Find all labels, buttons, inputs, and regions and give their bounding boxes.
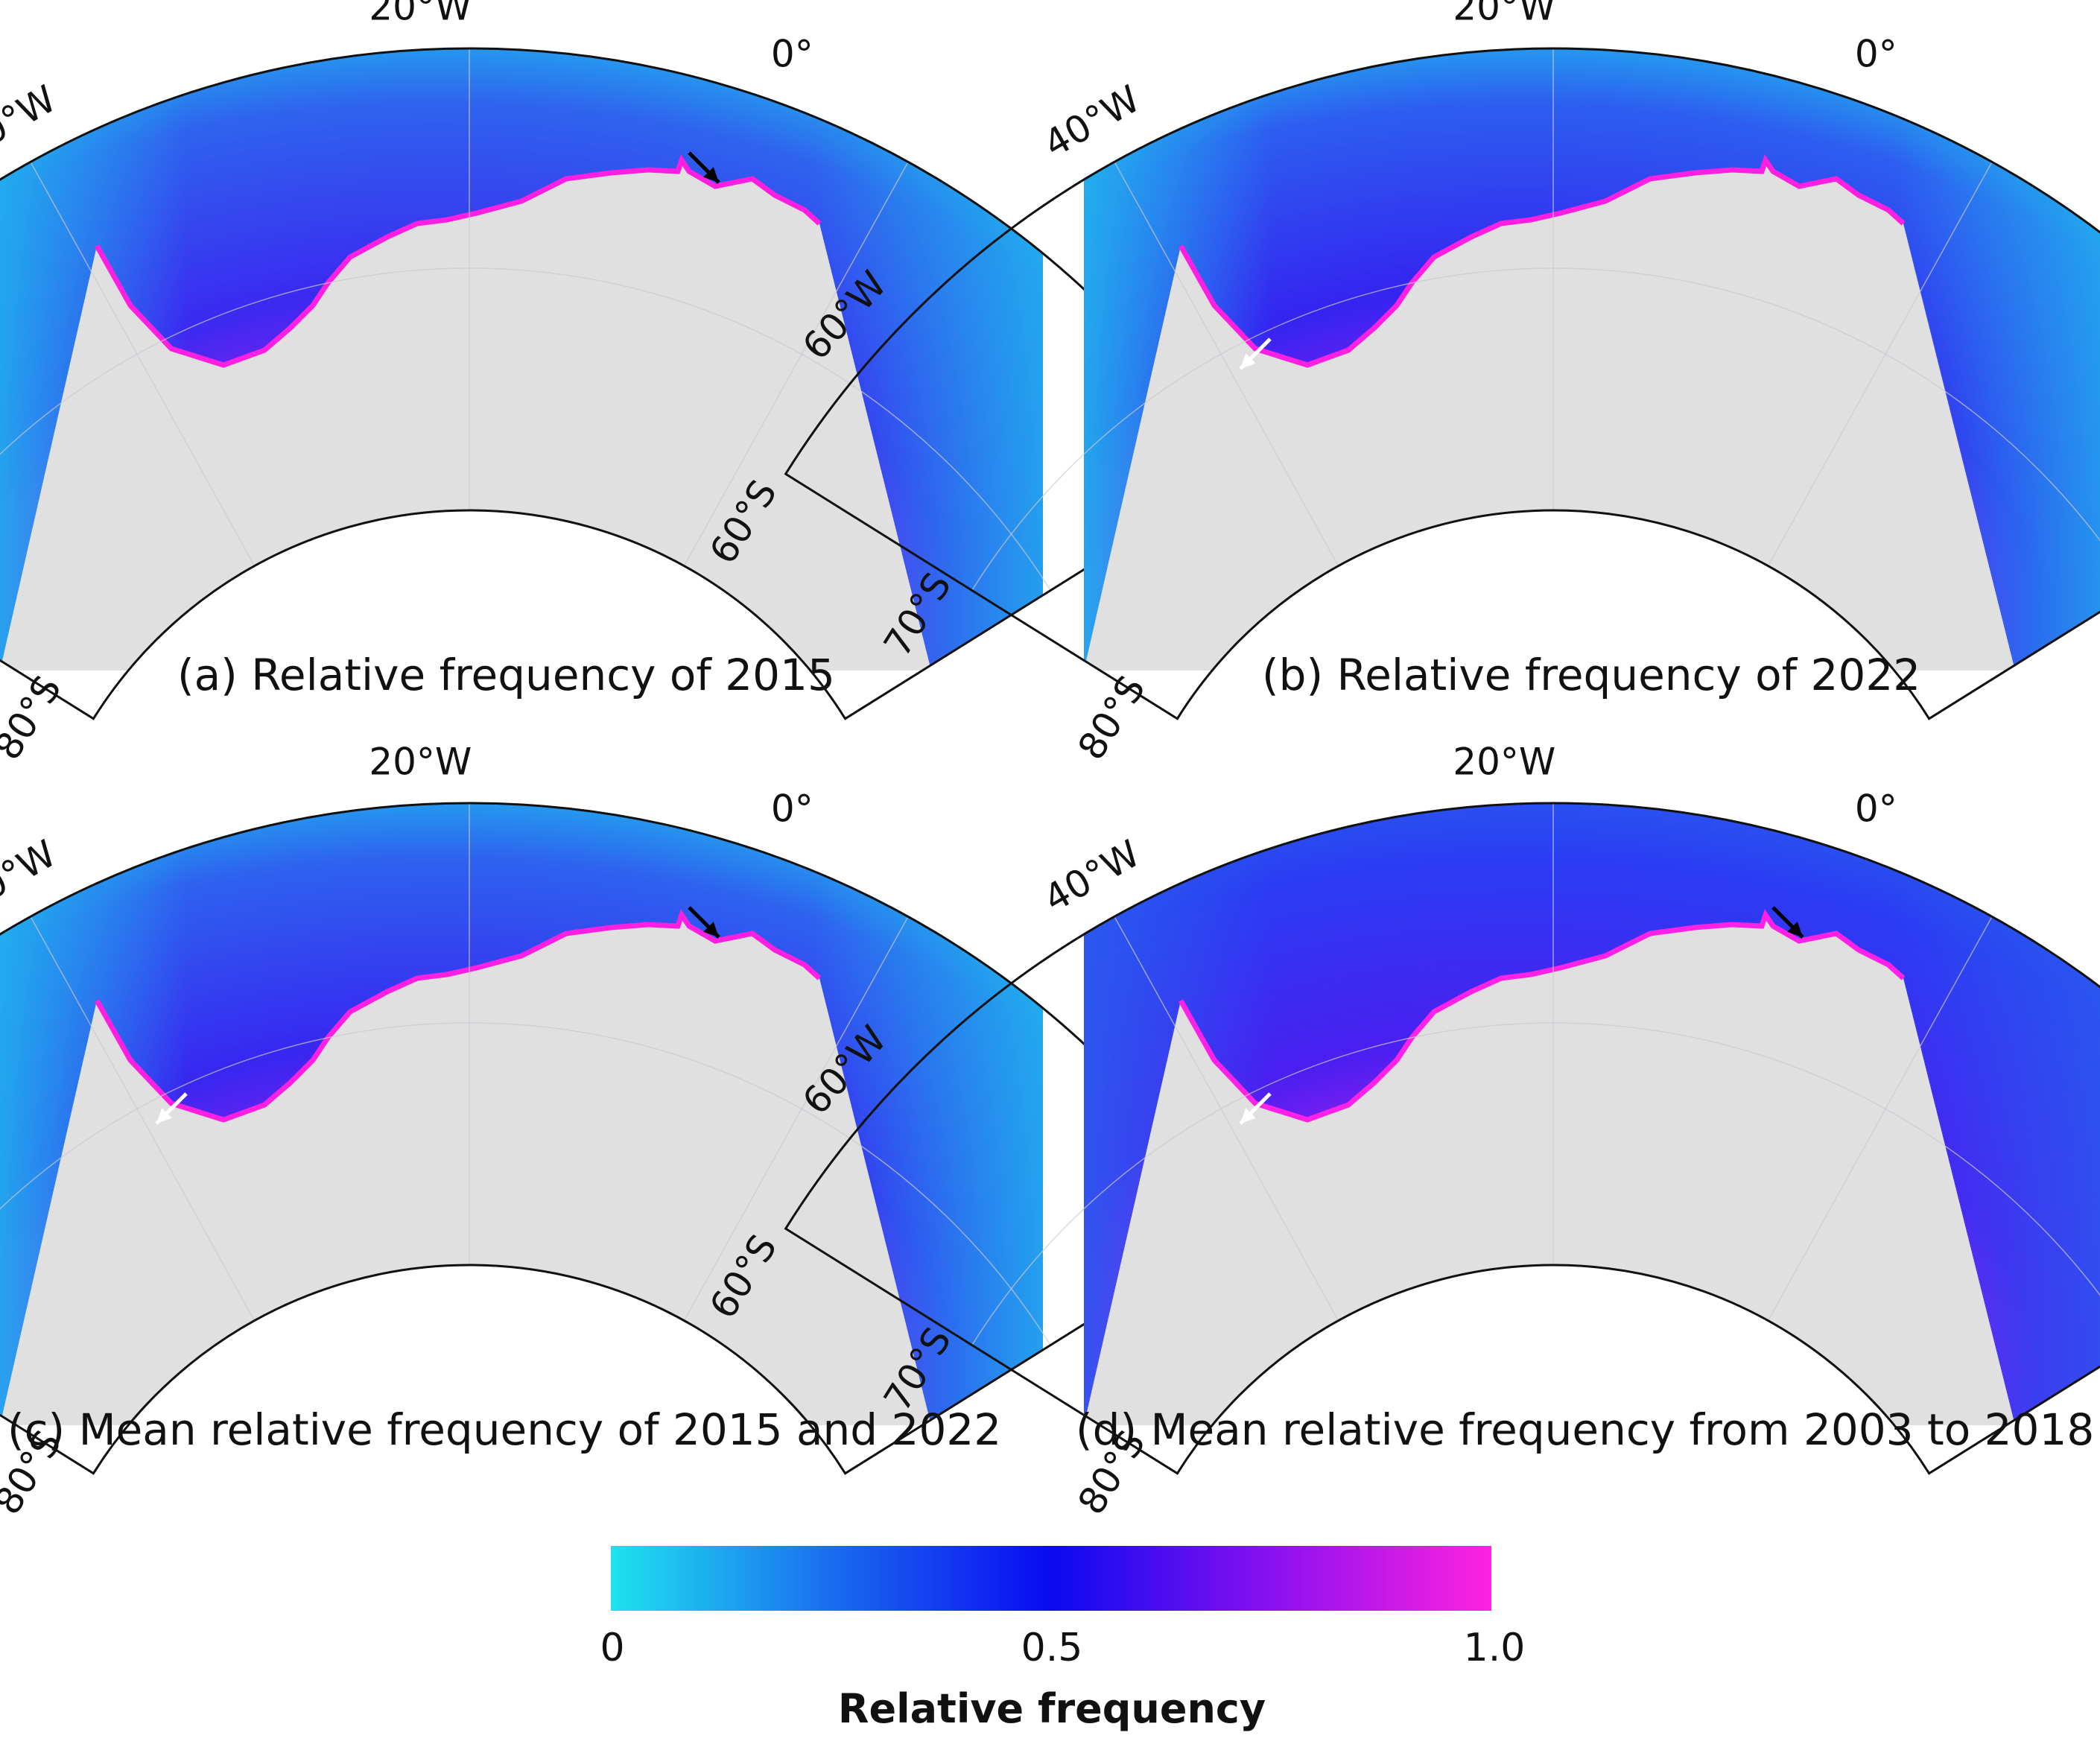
annotation-arrowhead-white xyxy=(1240,353,1256,369)
lon-label-3: 0° xyxy=(771,787,813,830)
lon-label-2: 20°W xyxy=(369,0,472,29)
graticule-meridian-2 xyxy=(1767,161,1993,566)
coastline xyxy=(94,154,822,368)
lat-label-2: 80°S xyxy=(1070,668,1154,767)
lon-label-2: 20°W xyxy=(1453,0,1555,29)
lon-label-3: 0° xyxy=(1855,32,1897,75)
map-frame xyxy=(784,47,2100,720)
annotation-arrowhead-black xyxy=(703,167,719,183)
lon-label-2: 20°W xyxy=(1453,741,1555,784)
antarctica-land xyxy=(0,915,931,1425)
annotation-arrowhead-black xyxy=(1787,922,1803,937)
panel-a-caption: (a) Relative frequency of 2015 xyxy=(177,650,835,700)
graticule-meridian-2 xyxy=(1767,916,1993,1321)
panel-b-caption: (b) Relative frequency of 2022 xyxy=(1262,650,1921,700)
antarctica-land xyxy=(1084,915,2015,1425)
lat-label-2: 80°S xyxy=(0,668,70,767)
graticule-meridian-0 xyxy=(30,161,256,566)
annotation-arrowhead-black xyxy=(703,922,719,937)
coastline xyxy=(94,909,822,1123)
colorbar-gradient xyxy=(611,1546,1491,1611)
graticule-meridian-0 xyxy=(1114,916,1339,1321)
panel-d-caption: (d) Mean relative frequency from 2003 to… xyxy=(1076,1404,2095,1455)
antarctica-land xyxy=(0,160,931,671)
annotation-arrowhead-white xyxy=(1240,1108,1256,1123)
colorbar xyxy=(611,1546,1491,1611)
map-frame xyxy=(784,802,2100,1475)
coastline xyxy=(1178,154,1906,368)
panel-c-caption: (c) Mean relative frequency of 2015 and … xyxy=(7,1404,1002,1455)
lon-label-2: 20°W xyxy=(369,741,472,784)
colorbar-tick-0: 0 xyxy=(600,1626,625,1670)
lon-label-3: 0° xyxy=(771,32,813,75)
panel-d-map: 60°W40°W20°W0°20°E60°S70°S80°S xyxy=(701,741,2100,1522)
colorbar-tick-0.5: 0.5 xyxy=(1021,1626,1083,1670)
graticule-meridian-0 xyxy=(30,916,256,1321)
graticule-meridian-0 xyxy=(1114,161,1339,566)
coastline xyxy=(1178,909,1906,1123)
graticule-meridian-2 xyxy=(683,916,909,1321)
graticule-meridian-2 xyxy=(683,161,909,566)
lon-label-3: 0° xyxy=(1855,787,1897,830)
annotation-arrowhead-white xyxy=(156,1108,172,1123)
colorbar-title: Relative frequency xyxy=(837,1685,1266,1732)
colorbar-tick-1.0: 1.0 xyxy=(1463,1626,1526,1670)
antarctica-land xyxy=(1084,160,2015,671)
